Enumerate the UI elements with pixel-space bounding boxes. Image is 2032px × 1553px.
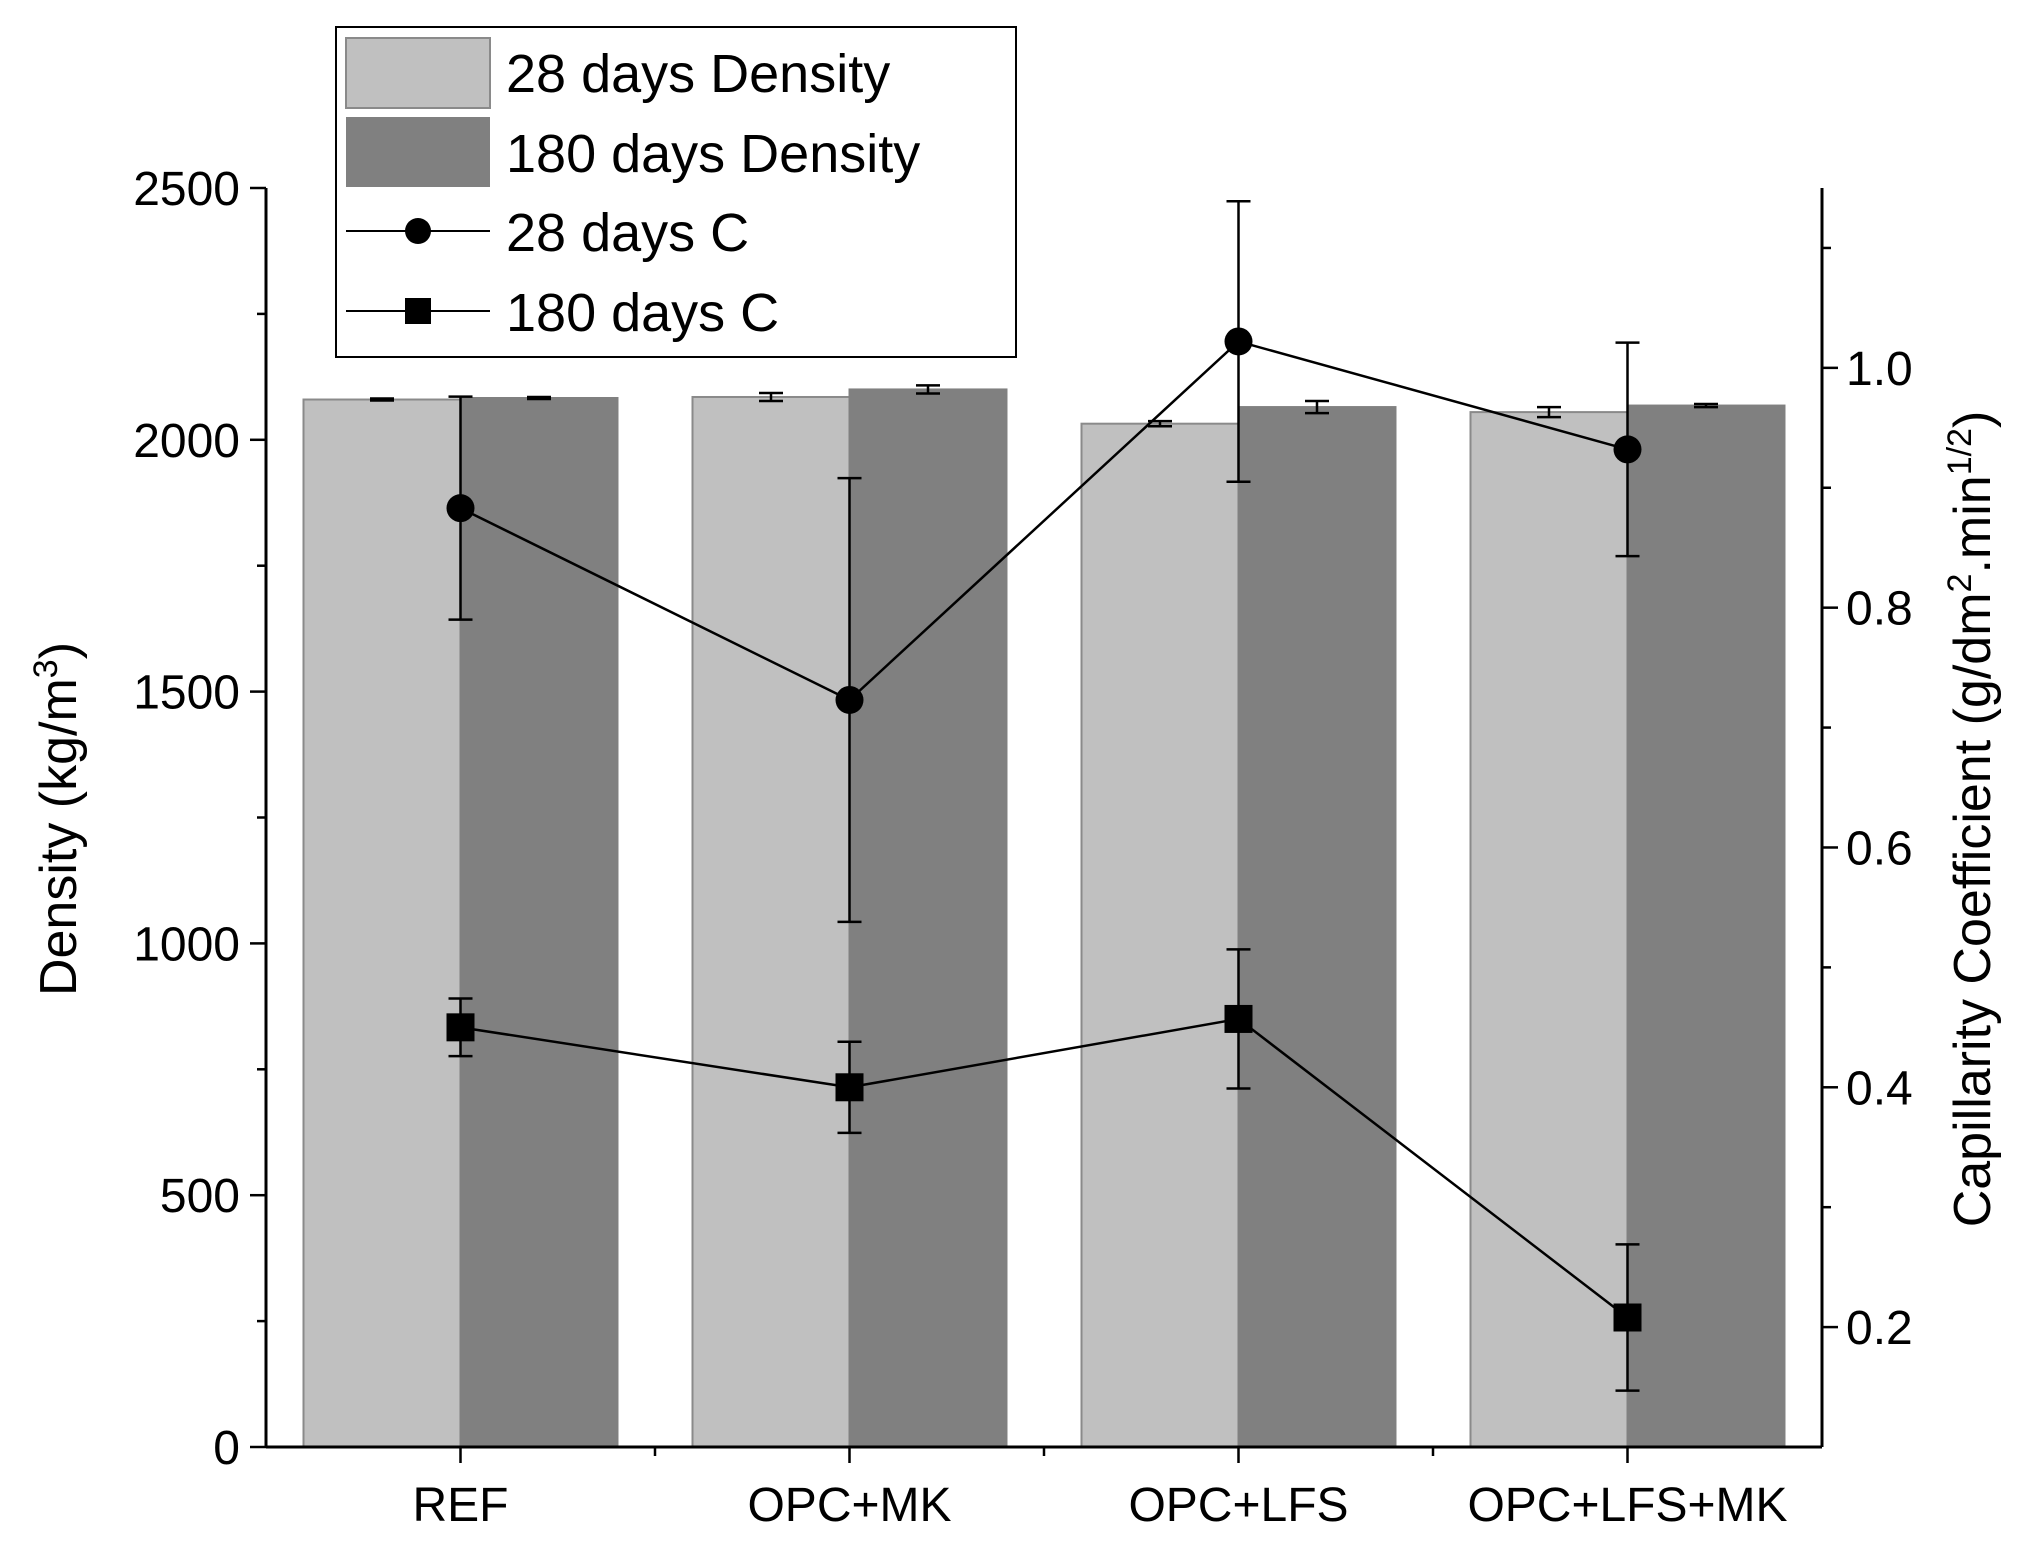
bar-180-days-density-opc-lfs [1237, 406, 1397, 1448]
series-line-180-days-c [460, 1017, 1629, 1319]
left-tick-label-500: 500 [160, 1170, 240, 1223]
legend-label-28-days-density: 28 days Density [506, 44, 890, 104]
legend-label-28-days-c: 28 days C [506, 203, 749, 263]
x-tick-label-ref: REF [413, 1479, 509, 1532]
left-tick-label-1500: 1500 [133, 667, 240, 720]
point-180-days-c-opc-lfs [1224, 1004, 1253, 1033]
axes-layer: 0 500 1000 1500 2000 2500 0.2 0.4 0.6 0.8 1.0 REF OP… [133, 163, 1913, 1532]
right-tick-label-1-0: 1.0 [1846, 343, 1913, 396]
bars-layer [302, 384, 1786, 1449]
legend: 28 days Density 180 days Density 28 days… [335, 26, 1017, 358]
point-28-days-c-opc-lfs-mk [1613, 435, 1642, 464]
right-axis-label: Capillarity Coefficient (g/dm2.min1/2) [1941, 411, 2002, 1228]
legend-label-180-days-density: 180 days Density [506, 124, 920, 184]
legend-label-180-days-c: 180 days C [506, 283, 779, 343]
bar-28-days-density-opc-lfs [1080, 422, 1240, 1448]
point-28-days-c-opc-lfs [1224, 327, 1253, 356]
bar-28-days-density-opc-lfs-mk [1469, 411, 1629, 1448]
left-axis-label: Density (kg/m3) [27, 642, 88, 996]
point-28-days-c-opc-mk [835, 685, 864, 714]
point-180-days-c-ref [446, 1013, 475, 1042]
point-180-days-c-opc-lfs-mk [1613, 1303, 1642, 1332]
left-tick-label-0: 0 [213, 1422, 240, 1475]
left-tick-label-2500: 2500 [133, 163, 240, 216]
left-tick-label-1000: 1000 [133, 918, 240, 971]
x-tick-label-opc-mk: OPC+MK [747, 1479, 951, 1532]
legend-marker-180-days-c [405, 298, 431, 324]
bar-180-days-density-ref [459, 397, 619, 1448]
lines-layer [446, 199, 1642, 1392]
series-line-28-days-c [459, 340, 1628, 702]
bar-180-days-density-opc-mk [848, 388, 1008, 1449]
right-tick-label-0-8: 0.8 [1846, 583, 1913, 636]
legend-marker-28-days-c [405, 218, 431, 244]
bar-28-days-density-ref [302, 398, 462, 1449]
right-tick-label-0-6: 0.6 [1846, 822, 1913, 875]
x-tick-label-opc-lfs-mk: OPC+LFS+MK [1467, 1479, 1787, 1532]
right-tick-label-0-4: 0.4 [1846, 1062, 1913, 1115]
bar-180-days-density-opc-lfs-mk [1626, 404, 1786, 1449]
left-tick-label-2000: 2000 [133, 415, 240, 468]
legend-swatch-28-days-density [345, 37, 491, 109]
point-28-days-c-ref [446, 494, 475, 523]
legend-swatch-180-days-density [346, 117, 490, 187]
point-180-days-c-opc-mk [835, 1073, 864, 1102]
x-tick-label-opc-lfs: OPC+LFS [1128, 1479, 1348, 1532]
right-tick-label-0-2: 0.2 [1846, 1302, 1913, 1355]
bar-28-days-density-opc-mk [691, 395, 851, 1448]
